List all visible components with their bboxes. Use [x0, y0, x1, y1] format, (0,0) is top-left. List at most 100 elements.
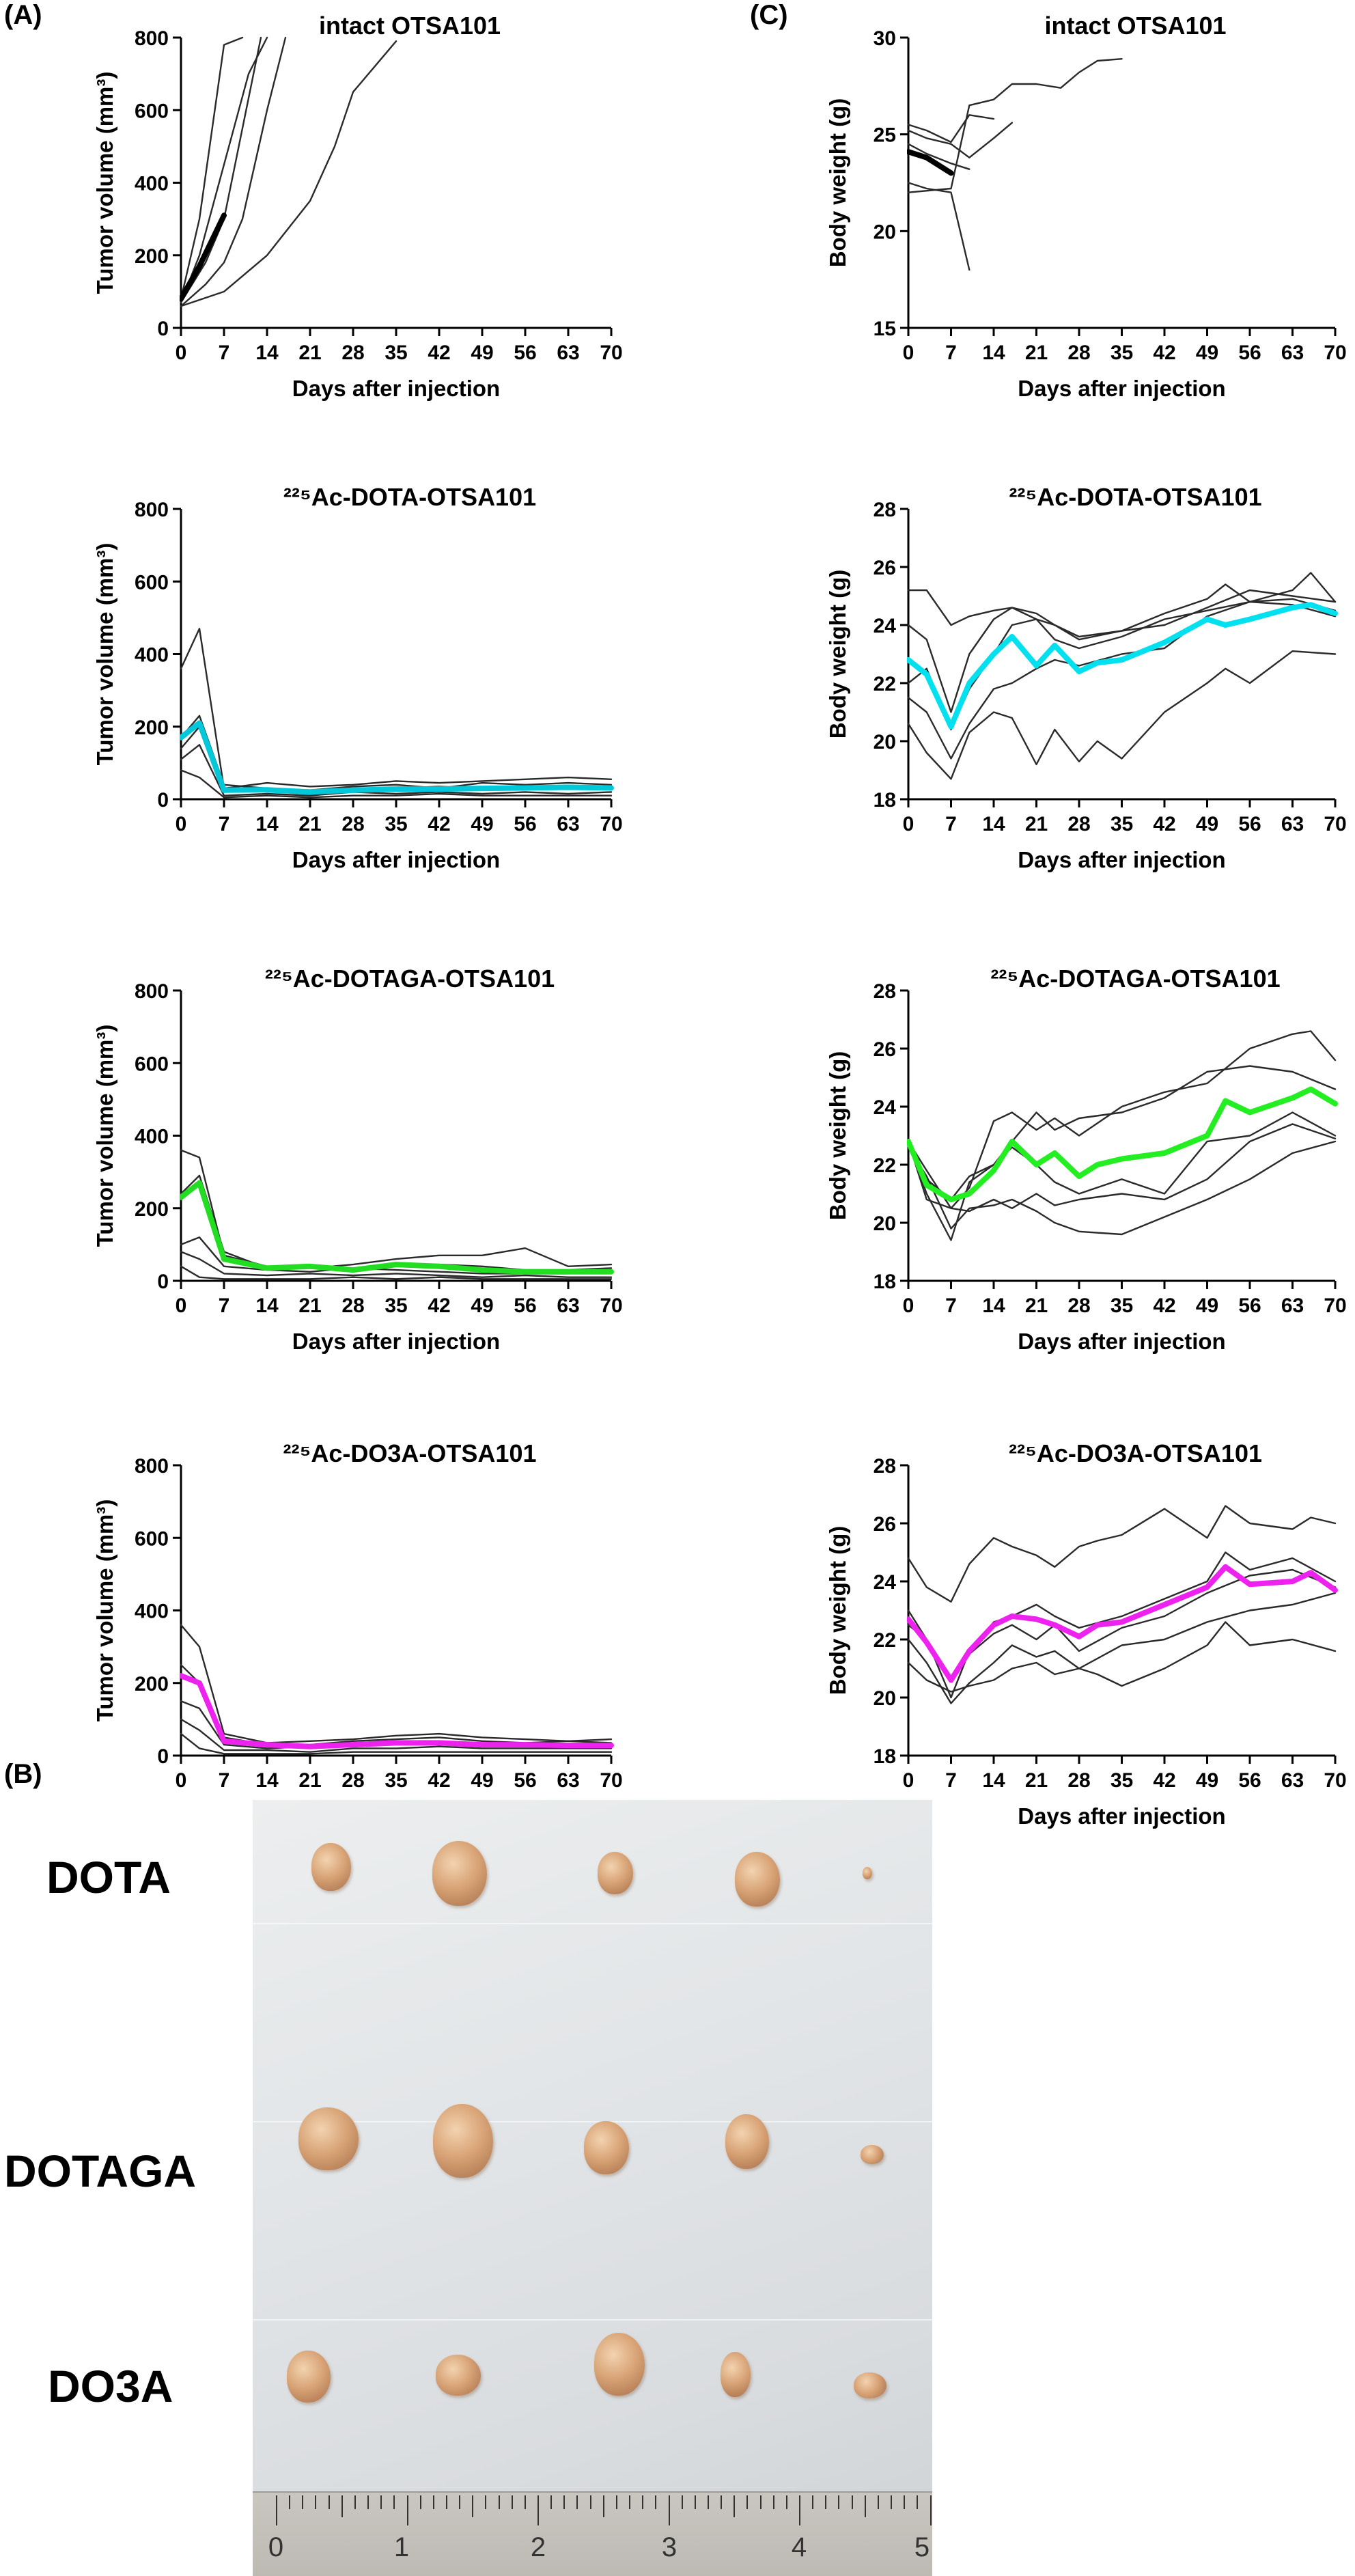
ruler-tick [602, 2495, 604, 2517]
ruler-tick [734, 2495, 736, 2517]
series-line-individual [907, 572, 1337, 641]
x-tick-label: 35 [385, 342, 407, 364]
y-tick-label: 24 [874, 1571, 897, 1594]
x-tick-label: 21 [298, 342, 321, 364]
ruler-tick [851, 2495, 853, 2509]
x-tick-label: 35 [385, 1769, 407, 1792]
series-line-individual [907, 1123, 1337, 1213]
y-tick-label: 600 [135, 1053, 169, 1075]
y-tick-label: 200 [135, 717, 169, 739]
series-line-individual [907, 598, 1337, 731]
x-tick-label: 7 [945, 813, 957, 835]
tumor-sample [432, 1841, 487, 1906]
x-tick-label: 21 [298, 813, 321, 835]
tumor-sample [721, 2352, 751, 2397]
x-axis-label: Days after injection [1018, 376, 1225, 401]
x-tick-label: 56 [514, 1294, 536, 1317]
series-group [907, 1030, 1338, 1241]
tumor-sample [735, 1852, 780, 1907]
x-tick-label: 70 [600, 1294, 622, 1317]
series-line-individual [180, 628, 613, 790]
y-tick-label: 26 [874, 1513, 896, 1536]
ruler-tick [276, 2495, 277, 2525]
x-tick-label: 49 [471, 813, 493, 835]
series-line-individual [180, 36, 244, 300]
x-tick-label: 70 [600, 342, 622, 364]
ruler-tick [367, 2495, 369, 2509]
y-tick-label: 26 [874, 557, 896, 579]
series-group [180, 1149, 614, 1280]
series-line-mean [180, 1180, 614, 1275]
y-axis-label: Body weight (g) [825, 1051, 850, 1220]
y-axis-label: Tumor volume (mm³) [92, 1025, 117, 1247]
x-axis-label: Days after injection [292, 847, 500, 872]
y-tick-label: 22 [874, 1154, 896, 1177]
tumor-sample [433, 2104, 493, 2178]
x-tick-label: 7 [945, 1294, 957, 1317]
x-tick-label: 63 [557, 1294, 579, 1317]
x-tick-label: 14 [982, 813, 1005, 835]
series-line-individual [180, 1664, 613, 1746]
x-tick-label: 35 [1110, 1769, 1133, 1792]
y-axis-label: Tumor volume (mm³) [92, 72, 117, 294]
y-tick-label: 22 [874, 1629, 896, 1652]
ruler-tick [432, 2495, 434, 2509]
series-group [907, 572, 1338, 780]
x-tick-label: 56 [514, 342, 536, 364]
x-tick-label: 0 [903, 813, 914, 835]
y-tick-label: 28 [874, 499, 896, 521]
y-tick-label: 0 [157, 318, 169, 340]
x-tick-label: 21 [1025, 1294, 1048, 1317]
ruler-tick [642, 2495, 644, 2509]
chart-dotaga-body-weight: ²²⁵Ac-DOTAGA-OTSA101 18 20 22 24 26 28 0 7 14 21 28… [825, 965, 1347, 1354]
x-tick-label: 56 [514, 813, 536, 835]
x-tick-label: 0 [903, 1294, 914, 1317]
chart-dota-body-weight: ²²⁵Ac-DOTA-OTSA101 18 20 22 24 26 28 0 7 14 21 28 35… [825, 483, 1347, 872]
ruler-number: 2 [530, 2532, 546, 2562]
ruler-tick [707, 2495, 709, 2509]
x-tick-label: 0 [903, 1769, 914, 1792]
x-tick-label: 28 [341, 1769, 364, 1792]
y-tick-label: 18 [874, 1271, 896, 1293]
ruler-tick [354, 2495, 356, 2509]
chart-title: intact OTSA101 [319, 12, 501, 40]
x-tick-label: 70 [1324, 342, 1346, 364]
x-tick-label: 28 [341, 1294, 364, 1317]
y-tick-label: 20 [874, 731, 896, 753]
x-tick-label: 42 [1153, 342, 1175, 364]
y-axis-label: Tumor volume (mm³) [92, 543, 117, 766]
x-tick-label: 70 [1324, 1294, 1346, 1317]
tumor-sample [854, 2372, 886, 2398]
x-tick-label: 14 [255, 342, 279, 364]
y-tick-label: 20 [874, 1687, 896, 1710]
x-tick-label: 63 [557, 813, 579, 835]
x-tick-label: 14 [255, 1769, 279, 1792]
ruler-number: 0 [268, 2532, 284, 2562]
series-line-mean [907, 149, 954, 176]
x-axis-label: Days after injection [1018, 1329, 1225, 1354]
x-tick-label: 35 [1110, 813, 1133, 835]
y-tick-label: 24 [874, 1096, 897, 1119]
x-tick-label: 42 [1153, 1294, 1175, 1317]
ruler-tick [563, 2495, 565, 2509]
ruler-tick [537, 2495, 539, 2525]
paper-crease [253, 2121, 932, 2122]
series-line-individual [180, 744, 613, 797]
series-line-individual [907, 1111, 1337, 1241]
x-tick-label: 49 [471, 1769, 493, 1792]
x-tick-label: 14 [255, 1294, 279, 1317]
x-tick-label: 21 [1025, 1769, 1048, 1792]
chart-title: ²²⁵Ac-DOTAGA-OTSA101 [990, 965, 1280, 993]
ruler-tick [825, 2495, 827, 2509]
x-tick-label: 49 [1196, 342, 1218, 364]
series-line-individual [907, 143, 970, 170]
x-tick-label: 0 [903, 342, 914, 364]
ruler-tick [785, 2495, 787, 2509]
measuring-ruler: 0 1 2 3 4 5 [253, 2491, 932, 2576]
ruler-tick [315, 2495, 317, 2509]
x-tick-label: 14 [982, 342, 1005, 364]
ruler-tick [419, 2495, 421, 2509]
series-group [180, 628, 614, 799]
chart-intact-body-weight: intact OTSA101 15 20 25 30 0 7 14 21 28 35 42 49 56 63… [825, 12, 1347, 401]
photo-row-label-dota: DOTA [46, 1852, 171, 1902]
